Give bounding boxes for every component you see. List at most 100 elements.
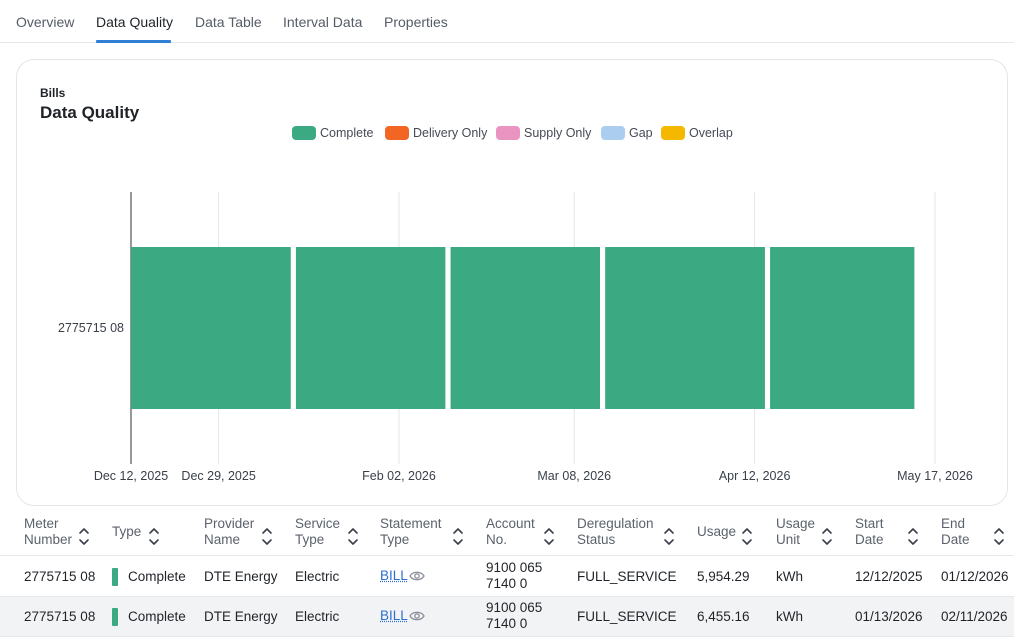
sort-icon[interactable] bbox=[908, 528, 918, 545]
cell-meter-number: 2775715 08 bbox=[24, 609, 96, 624]
legend-swatch-gap bbox=[601, 126, 625, 140]
cell-account-no: 9100 065 7140 0 bbox=[486, 560, 542, 592]
col-header-line: Type bbox=[295, 532, 325, 547]
account-line: 7140 0 bbox=[486, 616, 528, 631]
status-complete-marker bbox=[112, 568, 118, 586]
legend-complete[interactable]: Complete bbox=[292, 125, 374, 141]
col-header-start-date[interactable]: Start Date bbox=[855, 516, 884, 556]
col-header-line: Date bbox=[941, 532, 970, 547]
cell-usage-unit: kWh bbox=[776, 609, 803, 624]
table-header: Meter Number Type Provider Name Service … bbox=[0, 516, 1014, 556]
legend-overlap[interactable]: Overlap bbox=[661, 125, 733, 141]
account-line: 7140 0 bbox=[486, 576, 528, 591]
tab-data-quality[interactable]: Data Quality bbox=[96, 14, 174, 30]
cell-meter-number: 2775715 08 bbox=[24, 569, 96, 584]
tab-properties[interactable]: Properties bbox=[384, 14, 448, 30]
cell-end-date: 02/11/2026 bbox=[941, 609, 1008, 624]
legend-label: Complete bbox=[320, 126, 374, 140]
legend-swatch-overlap bbox=[661, 126, 685, 140]
timeline-bar[interactable] bbox=[605, 247, 765, 409]
col-header-line: Usage bbox=[697, 524, 737, 539]
sort-icon[interactable] bbox=[149, 528, 159, 545]
sort-icon[interactable] bbox=[822, 528, 832, 545]
cell-account-no: 9100 065 7140 0 bbox=[486, 600, 542, 632]
col-header-line: Type bbox=[380, 532, 410, 547]
legend-delivery-only[interactable]: Delivery Only bbox=[385, 125, 487, 141]
timeline-bar[interactable] bbox=[295, 247, 446, 409]
legend-gap[interactable]: Gap bbox=[601, 125, 653, 141]
bill-link[interactable]: BILL bbox=[380, 608, 408, 623]
timeline-bar[interactable] bbox=[450, 247, 600, 409]
col-header-line: Deregulation bbox=[577, 516, 654, 531]
sort-icon[interactable] bbox=[348, 528, 358, 545]
cell-type: Complete bbox=[128, 609, 186, 624]
col-header-service-type[interactable]: Service Type bbox=[295, 516, 340, 556]
col-header-line: Type bbox=[112, 524, 142, 539]
cell-dereg-status: FULL_SERVICE bbox=[577, 609, 677, 624]
col-header-deregulation-status[interactable]: Deregulation Status bbox=[577, 516, 654, 556]
cell-type: Complete bbox=[128, 569, 186, 584]
sort-icon[interactable] bbox=[79, 528, 89, 545]
col-header-line: Service bbox=[295, 516, 341, 531]
card-subtitle: Bills bbox=[40, 86, 66, 100]
col-header-line: Start bbox=[855, 516, 884, 531]
status-complete-marker bbox=[112, 608, 118, 626]
col-header-line: No. bbox=[486, 532, 508, 547]
active-tab-indicator bbox=[96, 40, 171, 43]
cell-start-date: 01/13/2026 bbox=[855, 609, 923, 624]
sort-icon[interactable] bbox=[742, 528, 752, 545]
cell-provider: DTE Energy bbox=[204, 569, 278, 584]
col-header-line: Statement bbox=[380, 516, 442, 531]
col-header-account-no[interactable]: Account No. bbox=[486, 516, 535, 556]
legend-label: Gap bbox=[629, 126, 653, 140]
cell-end-date: 01/12/2026 bbox=[941, 569, 1009, 584]
col-header-type[interactable]: Type bbox=[112, 516, 141, 556]
timeline-bar[interactable] bbox=[131, 247, 291, 409]
col-header-line: Provider bbox=[204, 516, 255, 531]
table-row[interactable]: 2775715 08 Complete DTE Energy Electric … bbox=[0, 557, 1014, 597]
col-header-usage[interactable]: Usage bbox=[697, 516, 736, 556]
col-header-line: Date bbox=[855, 532, 884, 547]
cell-start-date: 12/12/2025 bbox=[855, 569, 923, 584]
sort-icon[interactable] bbox=[664, 528, 674, 545]
col-header-provider-name[interactable]: Provider Name bbox=[204, 516, 254, 556]
tab-overview[interactable]: Overview bbox=[16, 14, 75, 30]
cell-provider: DTE Energy bbox=[204, 609, 278, 624]
bill-link[interactable]: BILL bbox=[380, 568, 408, 583]
card-title: Data Quality bbox=[40, 103, 140, 122]
col-header-line: Number bbox=[24, 532, 73, 547]
cell-service-type: Electric bbox=[295, 569, 340, 584]
legend-label: Delivery Only bbox=[413, 126, 488, 140]
cell-usage: 6,455.16 bbox=[697, 609, 750, 624]
col-header-line: Usage bbox=[776, 516, 816, 531]
col-header-meter-number[interactable]: Meter Number bbox=[24, 516, 72, 556]
col-header-line: Unit bbox=[776, 532, 801, 547]
cell-usage: 5,954.29 bbox=[697, 569, 750, 584]
legend-swatch-complete bbox=[292, 126, 316, 140]
account-line: 9100 065 bbox=[486, 560, 543, 575]
sort-icon[interactable] bbox=[262, 528, 272, 545]
col-header-line: Account bbox=[486, 516, 535, 531]
sort-icon[interactable] bbox=[544, 528, 554, 545]
account-line: 9100 065 bbox=[486, 600, 543, 615]
legend-supply-only[interactable]: Supply Only bbox=[496, 125, 591, 141]
cell-service-type: Electric bbox=[295, 609, 340, 624]
col-header-statement-type[interactable]: Statement Type bbox=[380, 516, 442, 556]
tab-bar: Overview Data Quality Data Table Interva… bbox=[0, 0, 1014, 43]
cell-dereg-status: FULL_SERVICE bbox=[577, 569, 677, 584]
sort-icon[interactable] bbox=[453, 528, 463, 545]
legend-label: Supply Only bbox=[524, 126, 592, 140]
eye-icon[interactable] bbox=[409, 570, 425, 582]
col-header-line: Meter bbox=[24, 516, 59, 531]
sort-icon[interactable] bbox=[994, 528, 1004, 545]
eye-icon[interactable] bbox=[409, 610, 425, 622]
timeline-bar[interactable] bbox=[770, 247, 915, 409]
col-header-usage-unit[interactable]: Usage Unit bbox=[776, 516, 815, 556]
cell-usage-unit: kWh bbox=[776, 569, 803, 584]
col-header-end-date[interactable]: End Date bbox=[941, 516, 970, 556]
legend-swatch-supply-only bbox=[496, 126, 520, 140]
tab-data-table[interactable]: Data Table bbox=[195, 14, 262, 30]
legend-label: Overlap bbox=[689, 126, 733, 140]
table-row[interactable]: 2775715 08 Complete DTE Energy Electric … bbox=[0, 597, 1014, 637]
tab-interval-data[interactable]: Interval Data bbox=[283, 14, 363, 30]
